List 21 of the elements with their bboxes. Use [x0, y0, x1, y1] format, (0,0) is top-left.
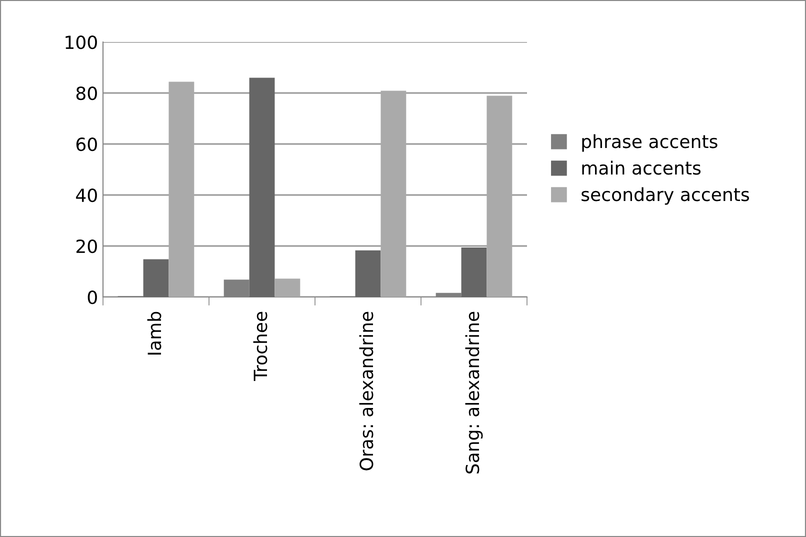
bar [274, 278, 300, 297]
bar [168, 82, 194, 297]
y-tick-label: 80 [76, 86, 97, 100]
y-tick-label: 60 [76, 137, 97, 152]
y-tick-label: 0 [88, 290, 97, 304]
x-tick-label: Oras: alexandrine [359, 312, 374, 470]
x-tick-label: Sang: alexandrine [465, 312, 483, 474]
bar [249, 78, 275, 297]
bar [380, 90, 406, 297]
x-tick-label: Iamb [147, 312, 162, 355]
legend-label: secondary accents [582, 187, 749, 205]
x-tick-label: Trochee [253, 312, 268, 381]
bar [461, 248, 487, 297]
bar [355, 250, 381, 297]
y-tick-label: 100 [66, 35, 97, 50]
legend-label: phrase accents [582, 134, 718, 152]
bar [143, 259, 169, 297]
bar [486, 96, 512, 297]
y-tick-label: 20 [76, 239, 97, 254]
y-tick-label: 40 [76, 188, 97, 202]
legend-label: main accents [582, 160, 701, 175]
